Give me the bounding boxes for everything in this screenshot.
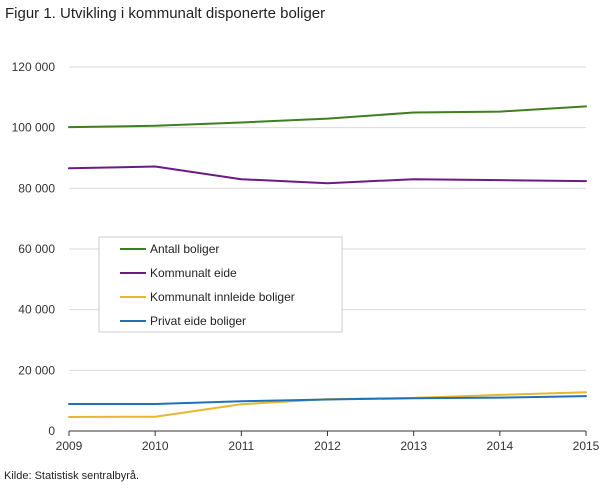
x-tick-label: 2011	[228, 439, 254, 453]
x-tick-label: 2010	[142, 439, 169, 453]
x-tick-label: 2015	[573, 439, 600, 453]
legend-box	[98, 236, 343, 333]
legend-label: Privat eide boliger	[150, 314, 246, 328]
y-tick-label: 120 000	[12, 60, 56, 74]
y-tick-label: 100 000	[12, 121, 56, 135]
legend-label: Kommunalt eide	[150, 266, 237, 280]
x-tick-label: 2012	[314, 439, 341, 453]
series-lines	[68, 105, 587, 418]
series-line-4	[68, 395, 587, 405]
x-tick-label: 2014	[486, 439, 513, 453]
series-line-1	[68, 105, 587, 129]
y-tick-label: 0	[48, 424, 55, 438]
x-tick-label: 2009	[56, 439, 83, 453]
series-line-2	[68, 165, 587, 185]
legend-label: Kommunalt innleide boliger	[150, 290, 295, 304]
y-tick-label: 80 000	[18, 181, 55, 195]
legend-label: Antall boliger	[150, 242, 219, 256]
legend: Antall boliger Kommunalt eide Kommunalt in…	[98, 236, 343, 333]
source-note: Kilde: Statistisk sentralbyrå.	[4, 470, 140, 482]
y-tick-label: 40 000	[18, 303, 55, 317]
y-tick-label: 60 000	[18, 242, 55, 256]
chart-title: Figur 1. Utvikling i kommunalt disponert…	[5, 5, 326, 22]
axes: 0 20 000 40 000 60 000 80 000 100 000 120 000 2…	[12, 60, 600, 453]
x-tick-label: 2013	[400, 439, 427, 453]
y-tick-label: 20 000	[18, 363, 55, 377]
